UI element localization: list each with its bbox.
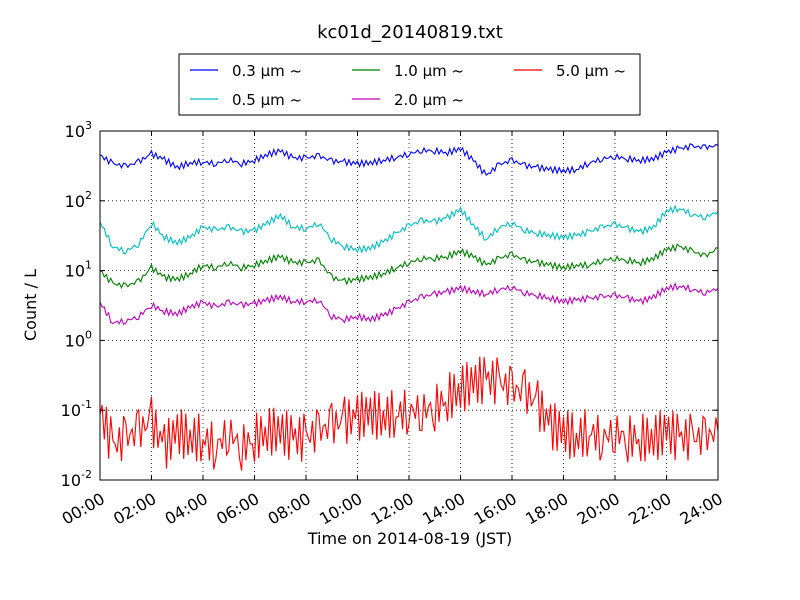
x-axis-label: Time on 2014-08-19 (JST) xyxy=(307,529,512,548)
series-line xyxy=(99,204,719,254)
y-tick-label: 10-2 xyxy=(61,468,92,490)
legend-label: 1.0 μm ~ xyxy=(394,62,464,80)
y-tick-label: 10-1 xyxy=(61,398,92,420)
series-line xyxy=(99,356,719,471)
legend-label: 2.0 μm ~ xyxy=(394,91,464,109)
y-tick-label: 102 xyxy=(65,189,92,211)
y-tick-label: 103 xyxy=(65,119,92,141)
series-line xyxy=(99,243,719,290)
legend-box xyxy=(178,53,641,116)
chart-title: kc01d_20140819.txt xyxy=(317,22,503,43)
y-tick-label: 100 xyxy=(65,328,92,350)
y-axis-label: Count / L xyxy=(21,269,40,341)
series-line xyxy=(99,281,719,325)
legend-label: 5.0 μm ~ xyxy=(556,62,626,80)
y-tick-label: 101 xyxy=(65,259,92,281)
legend-label: 0.3 μm ~ xyxy=(232,62,302,80)
legend-label: 0.5 μm ~ xyxy=(232,91,302,109)
series-line xyxy=(99,143,719,177)
legend: 0.3 μm ~ 0.5 μm ~ 1.0 μm ~ 2.0 μm ~ 5.0 μm ~ xyxy=(178,53,641,116)
